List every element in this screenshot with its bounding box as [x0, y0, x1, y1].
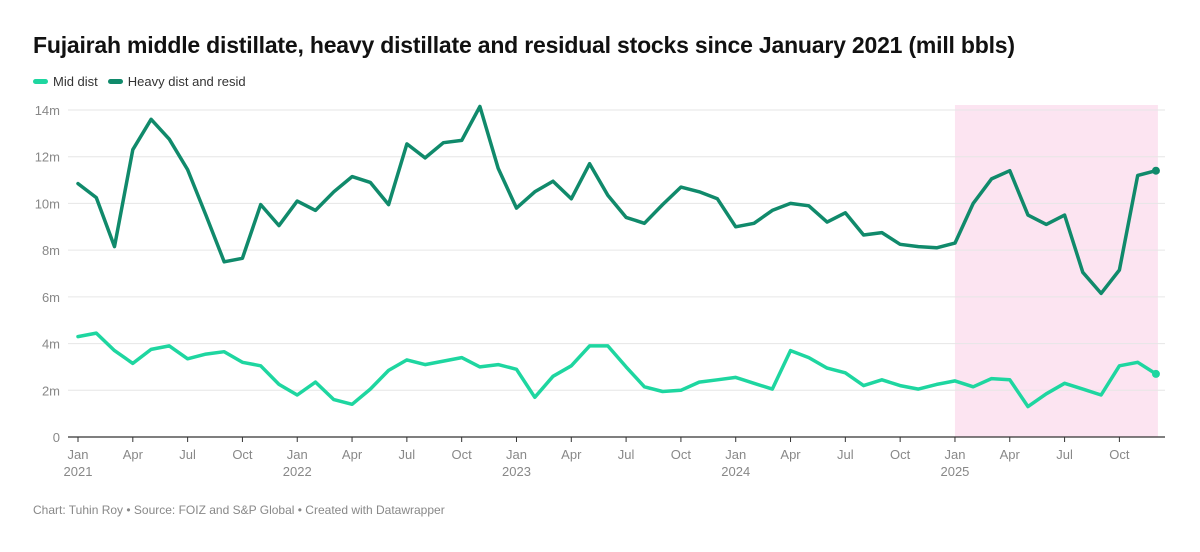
- x-tick-label: Jul: [618, 447, 635, 462]
- x-tick-label: Jan: [506, 447, 527, 462]
- x-tick-label: Jul: [837, 447, 854, 462]
- series-end-dot-mid-dist: [1151, 369, 1160, 378]
- legend-label-mid-dist: Mid dist: [53, 74, 98, 89]
- x-tick-year-label: 2023: [502, 464, 531, 479]
- x-tick-label: Jul: [399, 447, 416, 462]
- x-tick-label: Oct: [452, 447, 473, 462]
- y-tick-label: 0: [53, 430, 60, 445]
- y-tick-label: 2m: [42, 383, 60, 398]
- y-tick-label: 4m: [42, 337, 60, 352]
- x-tick-year-label: 2022: [283, 464, 312, 479]
- series-end-dot-heavy-dist-resid: [1151, 166, 1160, 175]
- legend-swatch-mid-dist: [33, 79, 48, 84]
- y-tick-label: 12m: [35, 150, 60, 165]
- x-tick-label: Apr: [780, 447, 801, 462]
- x-tick-label: Jan: [944, 447, 965, 462]
- legend-item-mid-dist: Mid dist: [33, 74, 98, 89]
- y-tick-label: 8m: [42, 243, 60, 258]
- x-tick-label: Apr: [561, 447, 582, 462]
- series-line-mid-dist: [76, 331, 1158, 409]
- chart-title: Fujairah middle distillate, heavy distil…: [33, 32, 1015, 58]
- x-tick-year-label: 2025: [940, 464, 969, 479]
- y-tick-label: 14m: [35, 103, 60, 118]
- x-tick-label: Oct: [890, 447, 911, 462]
- x-tick-year-label: 2024: [721, 464, 750, 479]
- x-tick-label: Oct: [1109, 447, 1130, 462]
- x-tick-label: Jan: [68, 447, 89, 462]
- x-tick-label: Jul: [1056, 447, 1073, 462]
- footer-credits: Chart: Tuhin Roy • Source: FOIZ and S&P …: [33, 503, 445, 517]
- x-tick-label: Apr: [123, 447, 144, 462]
- x-tick-label: Oct: [232, 447, 253, 462]
- legend-label-heavy: Heavy dist and resid: [127, 74, 246, 89]
- y-tick-label: 10m: [35, 196, 60, 211]
- x-tick-label: Jan: [287, 447, 308, 462]
- legend-item-heavy: Heavy dist and resid: [107, 74, 246, 89]
- y-tick-label: 6m: [42, 290, 60, 305]
- x-tick-year-label: 2021: [64, 464, 93, 479]
- x-tick-label: Apr: [342, 447, 363, 462]
- legend: Mid dist Heavy dist and resid: [33, 74, 256, 89]
- series-line-heavy-dist-resid: [76, 104, 1158, 296]
- x-tick-label: Jan: [725, 447, 746, 462]
- legend-swatch-heavy: [107, 79, 123, 84]
- x-tick-label: Apr: [1000, 447, 1021, 462]
- x-tick-label: Oct: [671, 447, 692, 462]
- x-tick-label: Jul: [179, 447, 196, 462]
